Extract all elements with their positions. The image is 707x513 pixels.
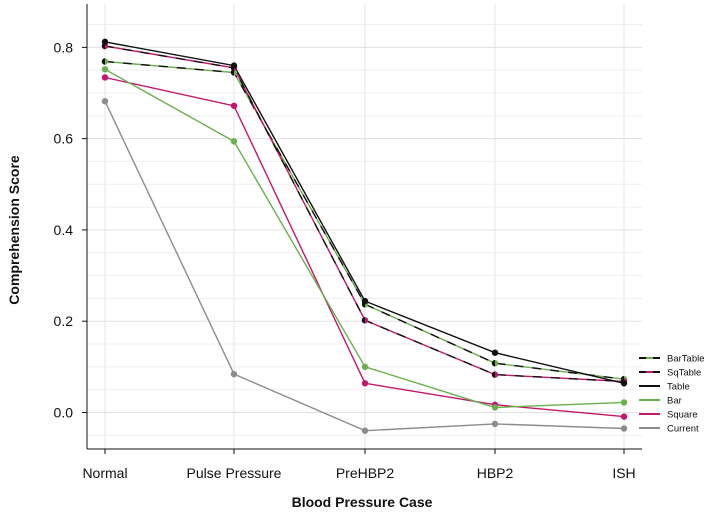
data-point-current [361,427,369,434]
x-axis-title: Blood Pressure Case [292,494,433,510]
data-point-square [230,102,238,109]
data-point-sqtable-half [361,317,365,324]
series-line-bartable-dash [104,60,625,380]
legend-label: Bar [667,396,682,407]
data-point-square [620,413,628,420]
series-points [101,38,628,434]
legend-item-current: Current [639,424,699,435]
data-point-sqtable-half [491,371,495,378]
y-tick-label: 0.2 [54,313,74,329]
legend-item-bar: Bar [639,396,682,407]
legend-label: Table [667,382,690,393]
grid-lines [87,4,642,449]
legend-item-table: Table [639,382,690,393]
legend: BarTable SqTable Table Bar Square Current [639,354,705,435]
x-tick-label: Normal [82,465,127,481]
data-point-current [491,420,499,428]
data-point-table [101,38,109,46]
data-point-square [361,380,369,387]
legend-label: SqTable [667,368,701,379]
data-point-current [101,98,109,105]
data-point-bartable-half [491,359,495,367]
x-tick-label: Pulse Pressure [187,465,282,481]
data-point-table [230,62,238,69]
data-point-current [230,370,238,378]
data-point-square [101,74,109,81]
x-tick-label: HBP2 [477,465,514,481]
legend-item-sqtable: SqTable [639,368,701,379]
y-tick-label: 0.0 [54,404,74,420]
x-tick-label: ISH [612,465,635,481]
data-point-table [361,297,369,305]
data-point-bar [230,138,238,145]
data-point-bar [620,399,628,406]
legend-item-bartable: BarTable [639,354,705,365]
data-point-bar [101,66,109,73]
data-point-bar [491,404,499,411]
data-point-bartable-half [101,58,105,65]
legend-item-square: Square [639,410,698,421]
legend-label: BarTable [667,354,705,365]
data-point-table [491,349,499,356]
legend-label: Current [667,424,699,435]
data-point-table [620,380,628,387]
data-point-current [620,425,628,432]
y-tick-label: 0.4 [54,222,74,238]
x-tick-label: PreHBP2 [336,465,395,481]
legend-label: Square [667,410,698,421]
y-tick-label: 0.6 [54,131,74,147]
tick-labels: 0.0 0.2 0.4 0.6 0.8 Normal Pulse Pressure PreHB… [54,39,636,481]
data-point-bar [361,363,369,371]
y-axis-title: Comprehension Score [6,155,22,305]
y-tick-label: 0.8 [54,39,74,55]
